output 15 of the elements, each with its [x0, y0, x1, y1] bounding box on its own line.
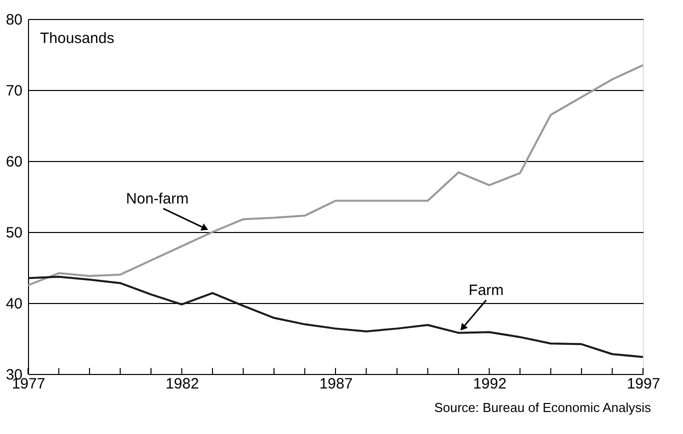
- x-tick-label: 1997: [626, 376, 660, 392]
- y-tick-label: 80: [6, 12, 22, 28]
- source-note: Source: Bureau of Economic Analysis: [434, 400, 652, 415]
- line-series: [27, 64, 644, 286]
- y-tick-label: 60: [6, 154, 22, 170]
- text: Farm: [468, 282, 504, 300]
- x-tick-label: 1987: [319, 376, 353, 392]
- y-tick-label: 40: [6, 296, 22, 312]
- x-tick-label: 1982: [166, 376, 199, 392]
- y-tick-label: 70: [6, 82, 22, 100]
- x-tick-label: 1992: [473, 376, 506, 392]
- y-tick-label: 50: [6, 224, 22, 242]
- y-axis-title: Thousands: [40, 30, 114, 47]
- line-series: [27, 276, 644, 358]
- text: Non-farm: [126, 190, 189, 208]
